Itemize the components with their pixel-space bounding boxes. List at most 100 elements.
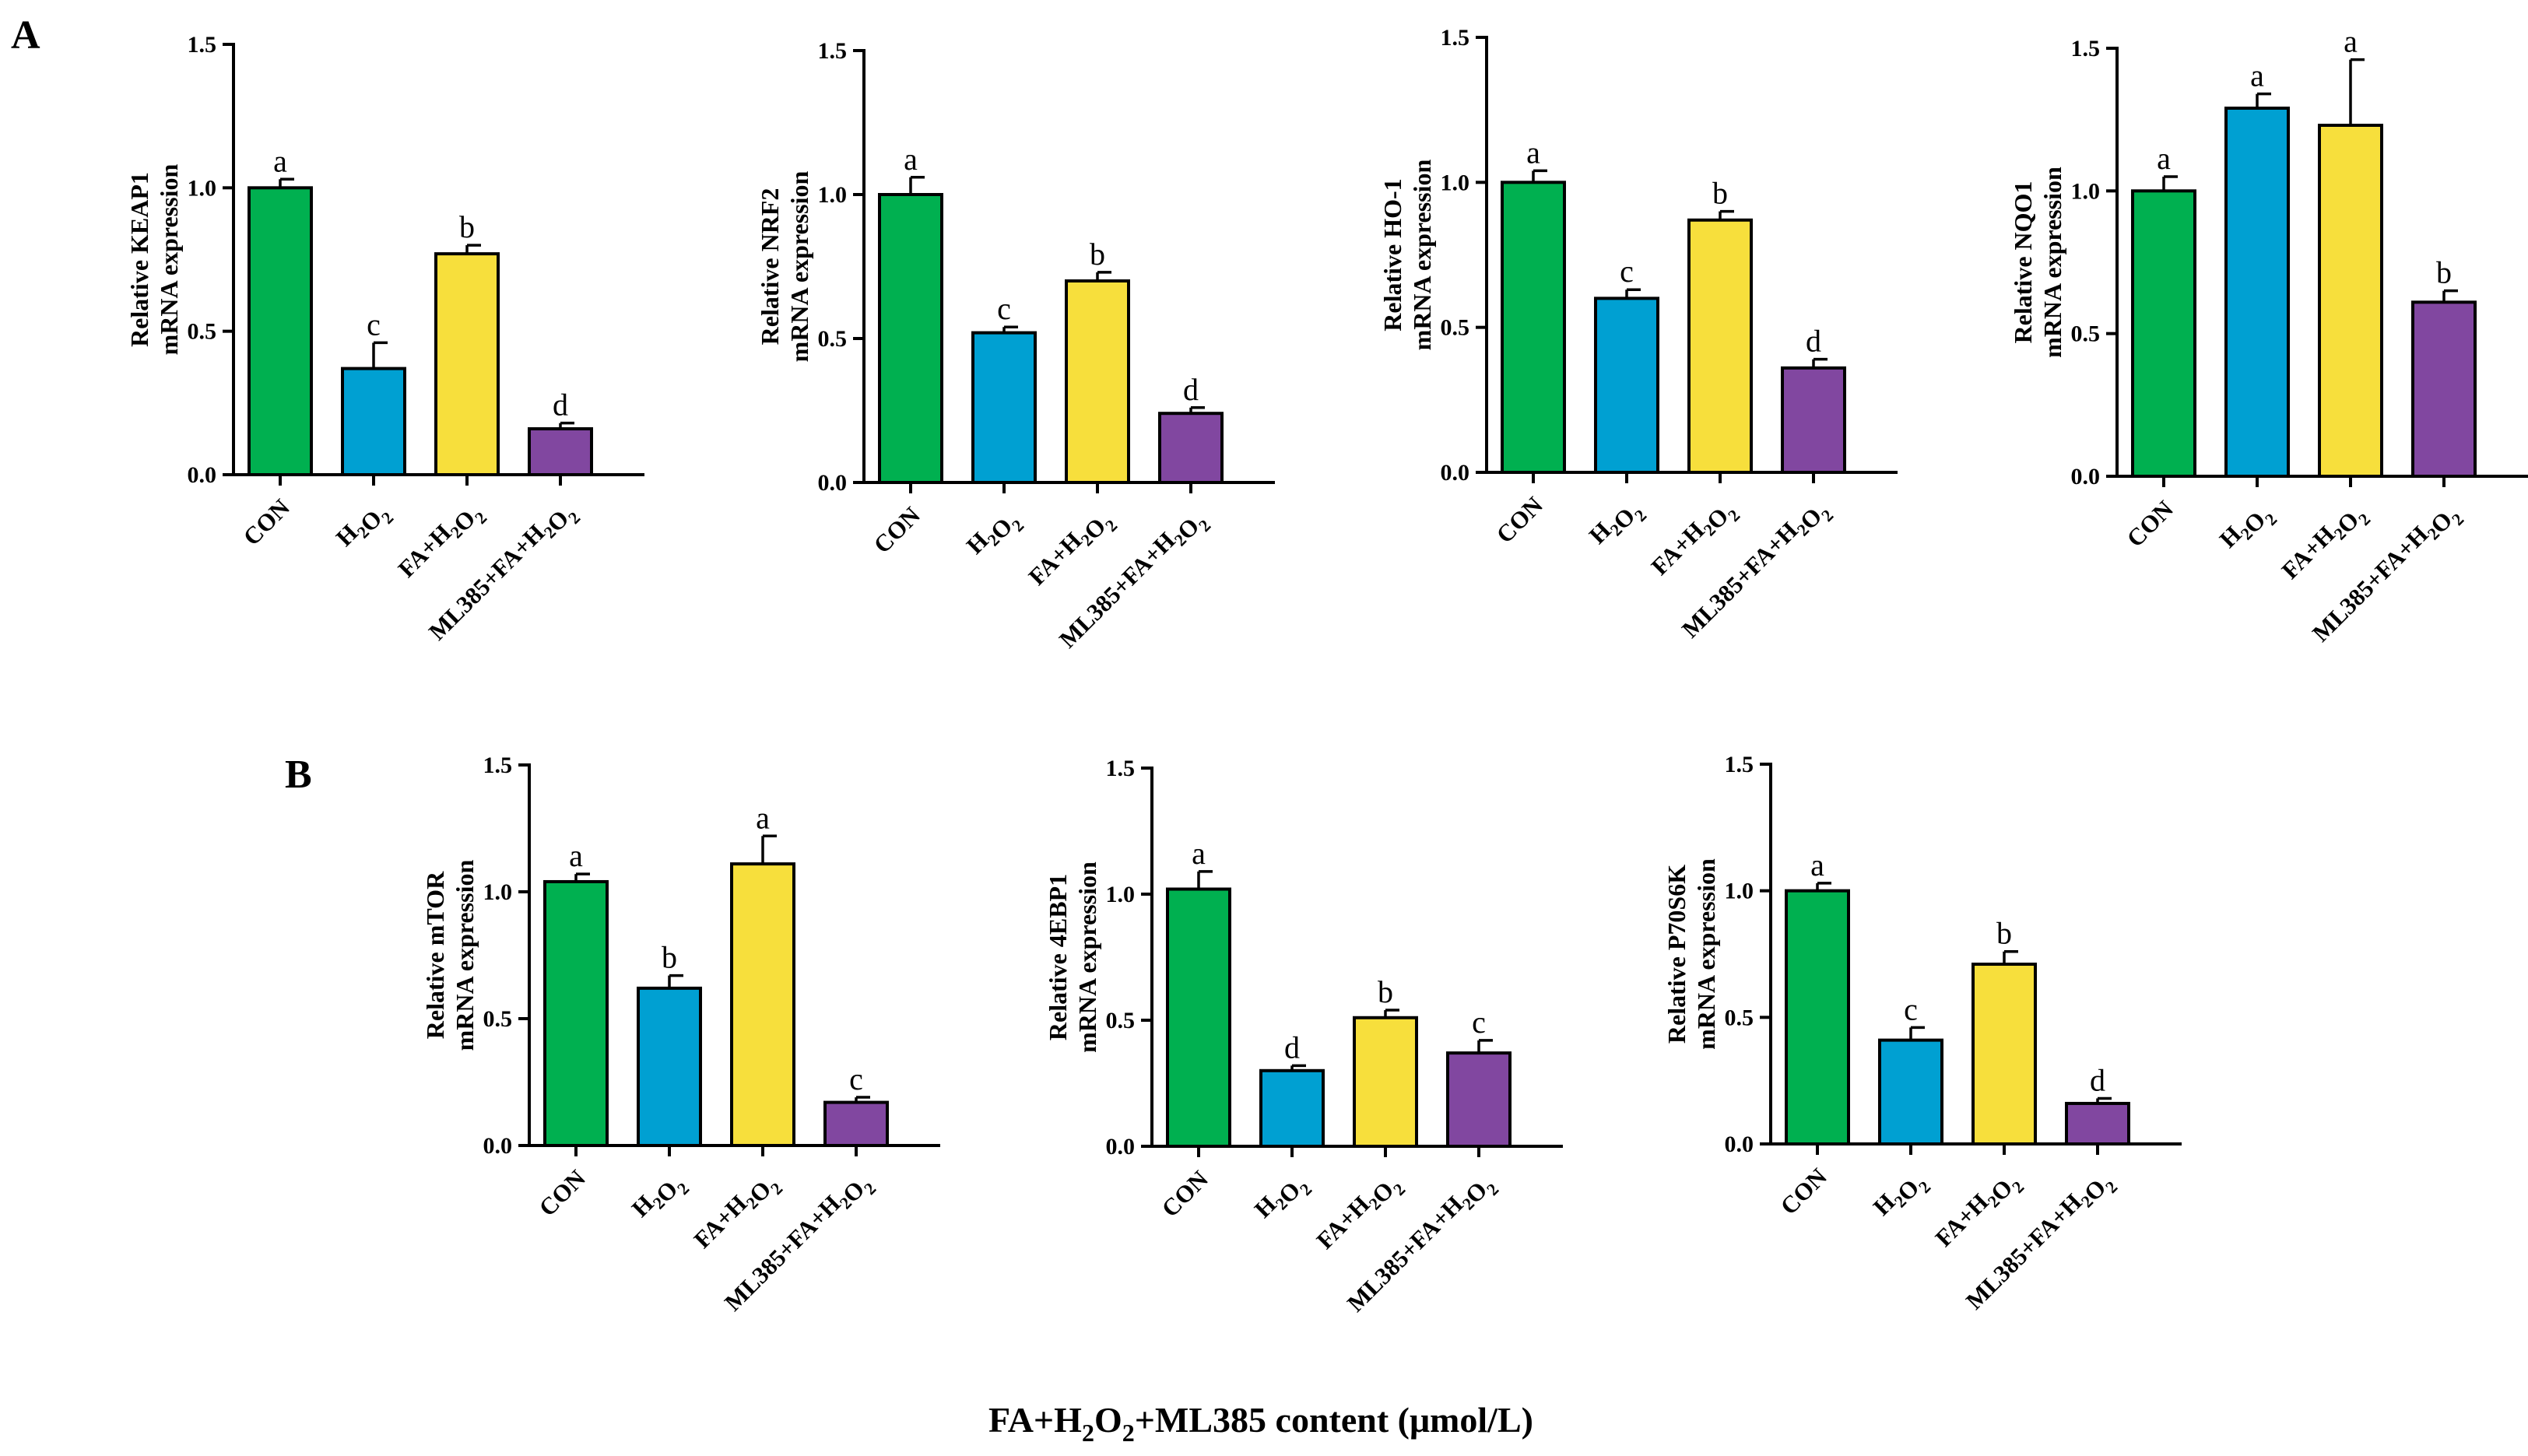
y-axis-label: Relative 4EBP1mRNA expression xyxy=(1044,861,1101,1053)
bar-FA+H2O2 xyxy=(2318,124,2383,478)
y-axis-label-line: Relative 4EBP1 xyxy=(1044,874,1072,1040)
bar-H2O2 xyxy=(1878,1038,1943,1146)
y-axis-label: Relative P70S6KmRNA expression xyxy=(1663,858,1720,1050)
y-tick-label: 1.5 xyxy=(1441,25,1470,51)
y-tick-label: 1.5 xyxy=(1725,752,1754,777)
x-tick-label-text: CON xyxy=(533,1164,590,1221)
significance-letter: d xyxy=(1183,372,1199,407)
panel-letter-b: B xyxy=(285,753,312,797)
y-tick-label: 0.0 xyxy=(818,470,848,496)
x-tick-label: CON xyxy=(237,493,294,550)
y-tick-label: 0.0 xyxy=(1441,460,1470,486)
x-caption-sub2: 2 xyxy=(1122,1419,1135,1447)
bar-CON xyxy=(878,193,943,484)
bar-CON xyxy=(1785,889,1850,1146)
bar-CON xyxy=(543,879,609,1147)
x-tick-label: CON xyxy=(868,501,925,558)
y-tick-label: 1.0 xyxy=(483,879,513,905)
y-tick-label: 1.0 xyxy=(1441,170,1470,195)
bar-FA+H2O2 xyxy=(730,862,795,1147)
bar-H2O2 xyxy=(637,986,702,1147)
y-tick-label: 1.0 xyxy=(188,175,217,201)
y-tick-label: 1.0 xyxy=(1106,882,1136,907)
bar-CON xyxy=(2131,189,2196,478)
bar-H2O2 xyxy=(971,331,1037,484)
x-caption-suffix: +ML385 content (μmol/L) xyxy=(1135,1400,1533,1440)
significance-letter: c xyxy=(1904,991,1918,1026)
y-axis-label-line: mRNA expression xyxy=(1408,159,1436,350)
y-axis-label-line: mRNA expression xyxy=(1692,858,1720,1050)
bar-ML385+FA+H2O2 xyxy=(528,427,593,476)
x-tick-label: CON xyxy=(1775,1163,1831,1219)
significance-letter: a xyxy=(1192,836,1206,871)
y-tick-label: 0.0 xyxy=(1725,1131,1754,1157)
x-tick-label: H2O2 xyxy=(331,493,398,560)
y-tick-label: 0.5 xyxy=(2071,321,2101,347)
y-tick-label: 0.5 xyxy=(818,326,848,352)
y-tick-label: 0.5 xyxy=(1106,1008,1136,1033)
x-tick-label: H2O2 xyxy=(1868,1163,1935,1230)
chart-3: 0.0 0.5 1.0 1.5 Relative HO-1mRNA expression… xyxy=(1378,25,1898,643)
significance-letter: a xyxy=(273,143,287,178)
significance-letter: b xyxy=(662,940,677,975)
y-tick-label: 1.0 xyxy=(2071,178,2101,204)
bar-H2O2 xyxy=(1259,1068,1325,1149)
chart-5: 0.0 0.5 1.0 1.5 Relative mTORmRNA expression… xyxy=(421,753,940,1316)
x-caption-prefix: FA+H xyxy=(988,1400,1082,1440)
x-tick-label: CON xyxy=(1490,491,1547,548)
significance-letter: d xyxy=(553,388,568,423)
y-axis-label: Relative HO-1mRNA expression xyxy=(1378,159,1436,350)
y-axis-label-line: mRNA expression xyxy=(155,163,183,355)
significance-letter: a xyxy=(2250,58,2264,93)
x-tick-label-text: CON xyxy=(868,501,925,558)
x-tick-label: H2O2 xyxy=(1584,491,1651,558)
y-tick-label: 0.0 xyxy=(483,1133,513,1159)
significance-letter: b xyxy=(1996,916,2012,951)
significance-letter: a xyxy=(756,800,770,835)
y-axis-label: Relative NQO1mRNA expression xyxy=(2009,167,2066,358)
bar-ML385+FA+H2O2 xyxy=(1781,366,1846,474)
x-tick-label: CON xyxy=(533,1164,590,1221)
x-tick-label: H2O2 xyxy=(2214,495,2281,562)
bar-FA+H2O2 xyxy=(434,252,500,476)
y-axis-label-line: mRNA expression xyxy=(1073,861,1101,1053)
significance-letter: c xyxy=(1620,254,1634,289)
y-tick-label: 1.5 xyxy=(1106,756,1136,781)
bar-CON xyxy=(248,186,313,476)
bar-H2O2 xyxy=(1594,296,1659,474)
significance-letter: a xyxy=(2157,141,2171,176)
significance-letter: b xyxy=(1712,176,1728,211)
x-tick-label-text: CON xyxy=(2121,495,2178,552)
x-axis-caption: FA+H2O2+ML385 content (μmol/L) xyxy=(988,1400,1533,1447)
bar-ML385+FA+H2O2 xyxy=(823,1100,889,1147)
y-axis-label-line: mRNA expression xyxy=(451,859,479,1051)
chart-6: 0.0 0.5 1.0 1.5 Relative 4EBP1mRNA expressio… xyxy=(1044,756,1563,1317)
significance-letter: c xyxy=(849,1061,863,1096)
y-tick-label: 0.0 xyxy=(2071,464,2101,489)
chart-1: 0.0 0.5 1.0 1.5 Relative KEAP1mRNA expressio… xyxy=(125,32,644,645)
y-axis-label-line: Relative P70S6K xyxy=(1663,865,1691,1044)
significance-letter: b xyxy=(459,209,475,244)
bar-ML385+FA+H2O2 xyxy=(2411,300,2477,479)
significance-letter: d xyxy=(2090,1062,2105,1097)
bar-FA+H2O2 xyxy=(1971,963,2037,1146)
y-axis-label-line: Relative HO-1 xyxy=(1378,178,1406,331)
significance-letter: b xyxy=(1090,237,1105,272)
x-caption-mid: O xyxy=(1094,1400,1122,1440)
y-axis-label-line: Relative KEAP1 xyxy=(125,172,153,347)
significance-letter: a xyxy=(2344,24,2358,59)
bar-ML385+FA+H2O2 xyxy=(1158,412,1224,485)
bar-H2O2 xyxy=(2224,107,2290,478)
significance-letter: d xyxy=(1806,324,1821,359)
y-axis-label-line: Relative NRF2 xyxy=(756,188,784,346)
y-axis-label-line: mRNA expression xyxy=(785,170,813,362)
significance-letter: c xyxy=(367,307,381,342)
y-tick-label: 0.5 xyxy=(483,1006,513,1032)
chart-2: 0.0 0.5 1.0 1.5 Relative NRF2mRNA expression… xyxy=(756,38,1275,653)
x-tick-label: CON xyxy=(1156,1165,1213,1222)
x-tick-label: CON xyxy=(2121,495,2178,552)
significance-letter: a xyxy=(1526,135,1540,170)
bar-CON xyxy=(1501,181,1566,474)
y-axis-label: Relative mTORmRNA expression xyxy=(421,859,479,1051)
